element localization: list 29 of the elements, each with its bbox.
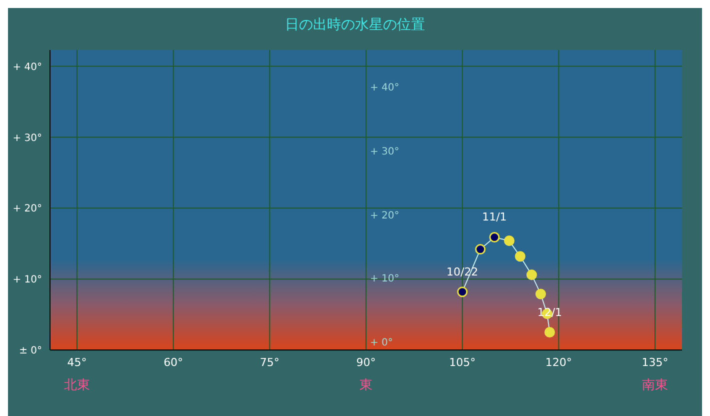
x-tick-label: 90° [356,356,376,369]
x-tick-label: 60° [164,356,184,369]
point [475,244,486,255]
x-tick-label: 45° [67,356,87,369]
point [535,288,546,300]
text: 北東 [64,377,90,394]
x-tick-label: 135° [642,356,668,369]
annotation: + 40° [370,82,400,94]
point [504,236,514,246]
y-tick-label: + 40° [12,62,42,73]
annotation: + 0° [370,338,393,348]
annotation: + 30° [370,146,400,158]
point [526,270,537,280]
annotation: + 20° [370,210,400,221]
y-tick-label: ± 0° [19,346,42,357]
y-tick-label: + 10° [12,274,42,286]
y-tick-label: + 30° [12,132,42,144]
point [514,251,526,262]
point [457,286,468,298]
x-tick-label: 120° [545,356,572,369]
x-tick-label: 105° [449,356,476,369]
point [489,232,500,242]
y-tick-label: + 20° [12,204,42,215]
text: 南東 [642,377,668,394]
point [544,327,555,338]
text: 東 [360,377,372,394]
chart-title: 日の出時の水星の位置 [284,16,426,34]
x-tick-label: 75° [260,356,280,369]
data-label: 11/1 [482,210,507,224]
